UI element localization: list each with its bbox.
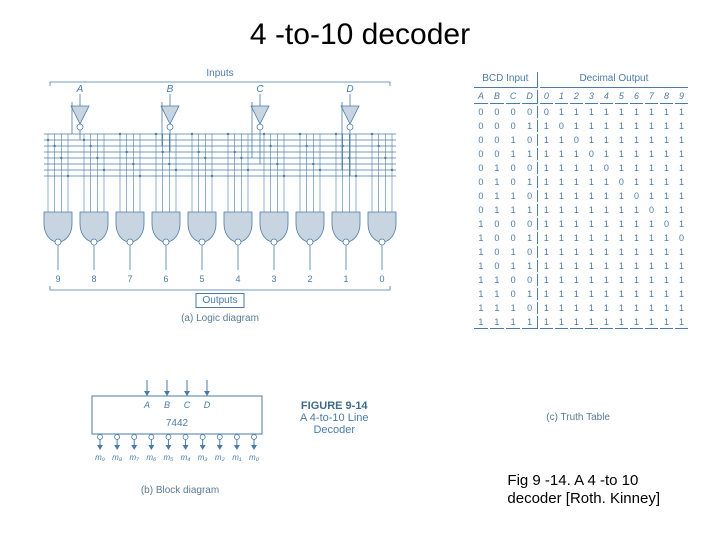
svg-text:9: 9 [55, 274, 60, 284]
svg-text:B: B [164, 400, 170, 410]
figure-number: FIGURE 9-14 [300, 400, 369, 412]
svg-text:A: A [143, 400, 150, 410]
svg-text:m₀: m₀ [249, 453, 260, 462]
svg-text:7442: 7442 [166, 418, 189, 429]
svg-text:B: B [167, 84, 174, 95]
citation-line-2: decoder [Roth. Kinney] [507, 490, 660, 508]
svg-text:0: 0 [379, 274, 384, 284]
logic-diagram: Inputs ABCD9876543210 Outputs (a) Logic … [20, 68, 420, 318]
svg-text:m₆: m₆ [146, 453, 157, 462]
svg-text:1: 1 [343, 274, 348, 284]
svg-text:5: 5 [199, 274, 204, 284]
block-diagram: ABCD7442m₉m₈m₇m₆m₅m₄m₃m₂m₁m₀ (b) Block d… [70, 370, 290, 490]
svg-text:m₄: m₄ [181, 453, 191, 462]
svg-text:m₁: m₁ [232, 453, 242, 462]
svg-text:7: 7 [127, 274, 132, 284]
svg-text:m₅: m₅ [163, 453, 174, 462]
inputs-label: Inputs [206, 68, 233, 79]
citation-line-1: Fig 9 -14. A 4 -to 10 [507, 472, 660, 490]
svg-text:m₉: m₉ [95, 453, 105, 462]
truth-table: BCD InputDecimal OutputABCD0123456789000… [472, 70, 690, 331]
svg-text:m₂: m₂ [215, 453, 225, 462]
block-caption: (b) Block diagram [141, 485, 219, 496]
svg-text:C: C [184, 400, 191, 410]
svg-text:C: C [256, 84, 264, 95]
svg-text:m₃: m₃ [198, 453, 208, 462]
citation: Fig 9 -14. A 4 -to 10 decoder [Roth. Kin… [507, 472, 660, 508]
truth-caption: (c) Truth Table [546, 412, 610, 423]
logic-caption: (a) Logic diagram [181, 313, 259, 324]
svg-text:8: 8 [91, 274, 96, 284]
figure-text-1: A 4-to-10 Line [300, 412, 369, 424]
figure-caption: FIGURE 9-14 A 4-to-10 Line Decoder [300, 400, 369, 436]
svg-text:3: 3 [271, 274, 276, 284]
svg-text:6: 6 [163, 274, 168, 284]
outputs-label: Outputs [195, 293, 244, 308]
svg-text:2: 2 [307, 274, 312, 284]
svg-text:m₇: m₇ [129, 453, 140, 462]
svg-text:D: D [346, 84, 353, 95]
page-title: 4 -to-10 decoder [0, 18, 720, 52]
svg-text:m₈: m₈ [112, 453, 123, 462]
svg-text:4: 4 [235, 274, 240, 284]
figure-text-2: Decoder [300, 424, 369, 436]
svg-text:A: A [76, 84, 84, 95]
svg-text:D: D [204, 400, 211, 410]
